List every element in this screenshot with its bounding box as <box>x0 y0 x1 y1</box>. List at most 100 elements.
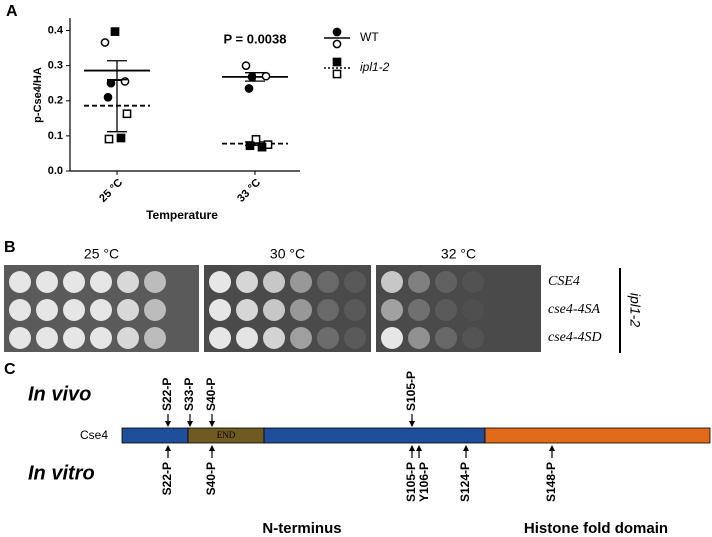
data-point <box>332 39 342 49</box>
colony-spot <box>381 271 403 293</box>
data-point <box>122 109 132 119</box>
site-label: S105-P <box>404 462 418 502</box>
colony-spot <box>462 299 484 321</box>
data-point <box>244 84 254 93</box>
y-tick-label: 0.3 <box>48 60 63 72</box>
colony-spot <box>209 299 231 321</box>
colony-spot <box>9 327 31 349</box>
data-point <box>261 71 271 81</box>
colony-spot <box>381 327 403 349</box>
panel-label: C <box>4 361 16 378</box>
data-point <box>251 135 261 144</box>
colony-spot <box>435 299 457 321</box>
y-tick-label: 0.2 <box>48 95 63 107</box>
end-label: END <box>217 430 236 440</box>
colony-spot <box>36 271 58 293</box>
data-point <box>100 38 110 47</box>
colony-spot <box>117 299 139 321</box>
site-label: S22-P <box>160 462 174 495</box>
colony-spot <box>408 327 430 349</box>
background-label: ipl1-2 <box>627 293 643 327</box>
colony-spot <box>209 271 231 293</box>
colony-spot <box>408 299 430 321</box>
colony-spot <box>344 271 366 293</box>
colony-spot <box>144 299 166 321</box>
colony-spot <box>236 299 258 321</box>
colony-spot <box>144 327 166 349</box>
colony-spot <box>209 327 231 349</box>
arrow-head <box>409 421 415 427</box>
arrow-head <box>209 445 215 451</box>
data-point <box>116 133 126 143</box>
arrow-head <box>209 421 215 427</box>
panel-label: B <box>4 239 16 256</box>
colony-spot <box>36 299 58 321</box>
colony-spot <box>317 271 339 293</box>
colony-spot <box>90 271 112 293</box>
legend-label: WT <box>360 30 379 44</box>
x-tick-label: 25 °C <box>97 177 125 205</box>
colony-spot <box>236 327 258 349</box>
strain-label: cse4-4SD <box>548 330 602 345</box>
colony-spot <box>435 327 457 349</box>
legend-label: ipl1-2 <box>360 60 390 74</box>
colony-spot <box>290 271 312 293</box>
data-point <box>120 77 130 86</box>
colony-spot <box>36 327 58 349</box>
plate <box>376 265 541 352</box>
domain-label: Histone fold domain <box>524 520 668 537</box>
data-point <box>104 134 114 144</box>
site-label: Y106-P <box>417 462 431 502</box>
in-vitro-label: In vitro <box>28 462 95 484</box>
site-label: S40-P <box>204 378 218 411</box>
colony-spot <box>344 299 366 321</box>
data-point <box>247 72 257 82</box>
colony-spot <box>63 271 85 293</box>
temperature-label: 25 °C <box>84 246 119 262</box>
data-point <box>332 69 342 79</box>
colony-spot <box>9 271 31 293</box>
site-label: S124-P <box>458 462 472 502</box>
site-label: S148-P <box>544 462 558 502</box>
data-point <box>245 141 255 151</box>
temperature-label: 32 °C <box>441 246 476 262</box>
protein-label: Cse4 <box>80 428 108 442</box>
annotation: P = 0.0038 <box>223 31 286 46</box>
data-point <box>257 142 267 152</box>
colony-spot <box>290 299 312 321</box>
y-tick-label: 0.4 <box>48 24 64 36</box>
site-label: S40-P <box>204 462 218 495</box>
strain-label: CSE4 <box>548 274 580 289</box>
domain-label: N-terminus <box>262 520 341 537</box>
arrow-head <box>549 445 555 451</box>
arrow-head <box>463 445 469 451</box>
arrow-head <box>416 445 422 451</box>
data-point <box>106 78 116 88</box>
colony-spot <box>63 299 85 321</box>
colony-spot <box>63 327 85 349</box>
colony-spot <box>290 327 312 349</box>
data-point <box>103 92 113 102</box>
colony-spot <box>144 271 166 293</box>
domain-box <box>484 427 711 444</box>
data-point <box>110 27 120 36</box>
colony-spot <box>435 271 457 293</box>
arrow-head <box>165 445 171 451</box>
colony-spot <box>462 327 484 349</box>
colony-spot <box>236 271 258 293</box>
site-label: S22-P <box>160 378 174 411</box>
colony-spot <box>344 327 366 349</box>
y-axis-label: p-Cse4/HA <box>32 67 44 123</box>
temperature-label: 30 °C <box>270 246 305 262</box>
colony-spot <box>263 327 285 349</box>
x-axis-label: Temperature <box>146 208 218 222</box>
data-point <box>332 27 342 37</box>
colony-spot <box>263 271 285 293</box>
in-vivo-label: In vivo <box>28 383 91 405</box>
arrow-head <box>409 445 415 451</box>
y-tick-label: 0.0 <box>48 165 63 177</box>
colony-spot <box>90 299 112 321</box>
domain-box <box>263 427 486 444</box>
colony-spot <box>408 271 430 293</box>
